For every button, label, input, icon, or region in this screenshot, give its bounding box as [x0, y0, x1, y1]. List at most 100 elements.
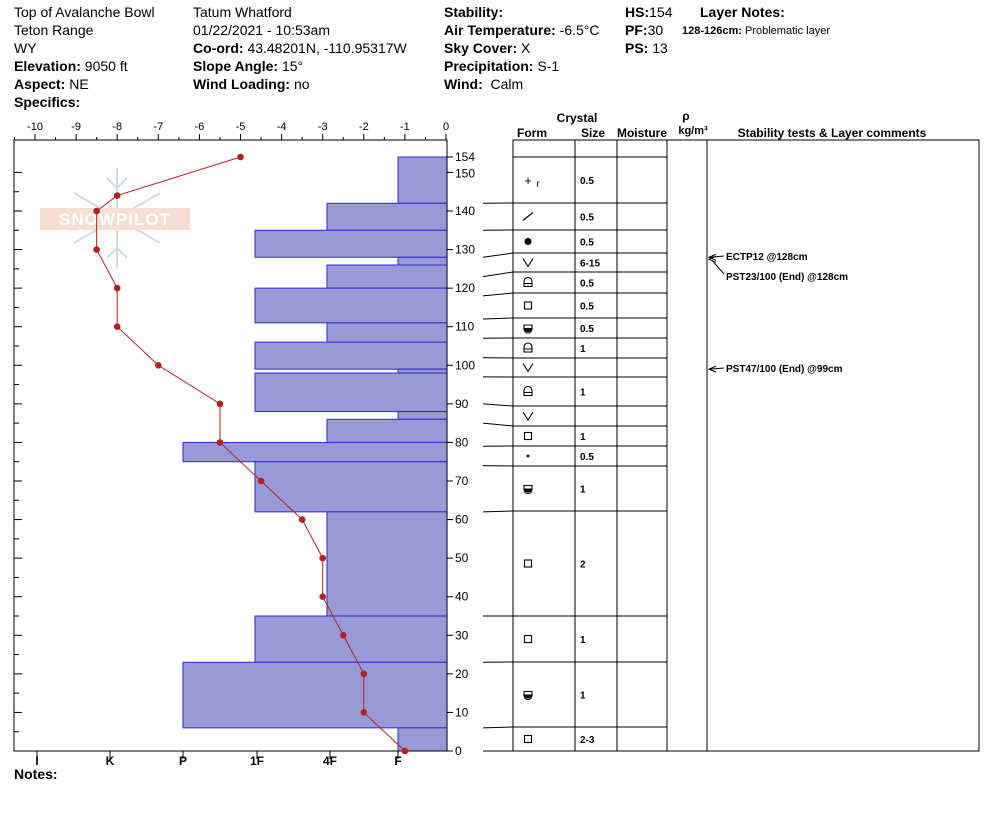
crystal-size: 0.5 — [580, 238, 594, 249]
layer-note-range: 128-126cm: — [682, 25, 742, 37]
hardness-tick-label: I — [35, 754, 38, 768]
temperature-point — [339, 631, 347, 639]
precipitation: Precipitation: S-1 — [444, 57, 559, 75]
temperature-point — [319, 593, 327, 601]
temperature-point — [113, 192, 121, 199]
temp-tick-label: -4 — [277, 121, 287, 133]
crystal-form-glyph — [523, 324, 533, 334]
crystal-size: 2 — [580, 560, 586, 571]
header-form: Form — [517, 126, 547, 140]
sky-value: X — [521, 40, 531, 56]
crystal-form-symbol: + — [524, 173, 532, 188]
specifics: Specifics: — [14, 93, 80, 111]
air-temperature: Air Temperature: -6.5°C — [444, 21, 600, 39]
hardness-bar — [182, 661, 448, 729]
crystal-size: 1 — [580, 432, 586, 443]
height-tick-label: 140 — [455, 204, 475, 218]
crystal-form-symbol: r — [536, 179, 540, 190]
crystal-form-symbol — [523, 690, 533, 701]
crystal-size: 0.5 — [580, 324, 594, 335]
crystal-form-symbol — [522, 363, 534, 373]
temperature-point — [216, 439, 224, 446]
coordinates: Co-ord: 43.48201N, -110.95317W — [193, 39, 407, 57]
hs: HS:154 — [625, 3, 672, 21]
elevation: Elevation: 9050 ft — [14, 57, 128, 75]
aspect-label: Aspect: — [14, 76, 66, 92]
crystal-form-glyph — [523, 385, 533, 397]
crystal-form-glyph — [523, 559, 533, 568]
wind-loading: Wind Loading: no — [193, 75, 310, 93]
temp-tick-label: -7 — [153, 121, 163, 133]
crystal-form-symbol — [524, 694, 532, 699]
aspect-value: NE — [69, 76, 89, 92]
precip-label: Precipitation: — [444, 58, 534, 74]
crystal-size: 0.5 — [580, 213, 594, 224]
elevation-label: Elevation: — [14, 58, 81, 74]
temp-tick-label: -1 — [400, 121, 410, 133]
layer-connector — [482, 510, 514, 513]
header-rho: ρ — [682, 109, 689, 123]
range: Teton Range — [14, 22, 94, 38]
crystal-form-glyph — [526, 454, 530, 458]
crystal-form-glyph — [523, 431, 533, 441]
height-axis: 0 10 20 30 40 50 60 70 80 90 100 110 120 130 140 150 154 — [14, 150, 475, 758]
crystal-form-symbol — [523, 634, 533, 644]
crystal-form-glyph — [522, 411, 534, 422]
crystal-form-glyph — [523, 634, 533, 644]
crystal-size: 6-15 — [580, 259, 600, 270]
test-pointer — [709, 367, 725, 370]
height-tick-label: 120 — [455, 281, 475, 295]
crystal-size: 0.5 — [580, 302, 594, 313]
crystal-form-glyph — [523, 734, 533, 744]
elevation-value: 9050 ft — [84, 58, 128, 74]
height-tick-label: 0 — [455, 744, 462, 758]
stability-label: Stability: — [444, 4, 504, 20]
crystal-form-symbol — [524, 328, 532, 332]
crystal-size: 2-3 — [580, 735, 595, 746]
temperature-point — [93, 246, 100, 253]
crystal-form-symbol — [523, 276, 533, 288]
wind: Wind: Calm — [444, 75, 523, 93]
crystal-size: 1 — [580, 344, 586, 355]
stability-test-label: ECTP12 @128cm — [726, 252, 808, 263]
crystal-form-symbol — [523, 559, 533, 568]
state: WY — [14, 40, 37, 56]
header-stability-tests: Stability tests & Layer comments — [738, 126, 927, 140]
specifics-label: Specifics: — [14, 94, 81, 110]
temp-tick-label: -6 — [195, 121, 205, 133]
crystal-size: 0.5 — [580, 452, 594, 463]
layer-connector — [482, 317, 514, 320]
temperature-point — [113, 284, 121, 292]
pf-label: PF: — [625, 22, 648, 38]
stability: Stability: — [444, 3, 503, 21]
sky-label: Sky Cover: — [444, 40, 518, 56]
height-tick-label: 154 — [455, 150, 475, 164]
air-temp-label: Air Temperature: — [444, 22, 556, 38]
ps-label: PS: — [625, 40, 649, 56]
hardness-bar — [254, 287, 448, 324]
location: Top of Avalanche Bowl — [14, 4, 155, 20]
test-arrowhead — [707, 365, 717, 373]
hardness-bar — [326, 264, 448, 289]
crystal-form-glyph — [522, 258, 534, 268]
temp-tick-label: 0 — [443, 121, 449, 133]
temp-tick-label: -3 — [318, 121, 328, 133]
crystal-form-symbol — [523, 301, 533, 310]
height-tick-label: 80 — [455, 435, 469, 449]
layer-connector — [482, 252, 514, 258]
height-tick-label: 130 — [455, 243, 475, 257]
temperature-axis: -10 -9 -8 -7 -6 -5 -4 -3 -2 -1 0 — [13, 121, 449, 141]
crystal-size: 1 — [580, 485, 586, 496]
crystal-form-symbol — [522, 212, 534, 221]
hardness-tick-label: K — [106, 754, 115, 768]
crystal-size: 0.5 — [580, 176, 594, 187]
ps: PS: 13 — [625, 39, 668, 57]
hardness-bar — [397, 411, 448, 420]
layer-connector — [482, 403, 514, 407]
hardness-bar — [397, 156, 448, 204]
ps-value: 13 — [652, 40, 668, 56]
snowpilot-logo: SNOWPILOT — [40, 168, 190, 268]
wind-label: Wind: — [444, 76, 483, 92]
hardness-tick-label: 4F — [323, 754, 337, 768]
hardness-bar — [397, 256, 448, 266]
